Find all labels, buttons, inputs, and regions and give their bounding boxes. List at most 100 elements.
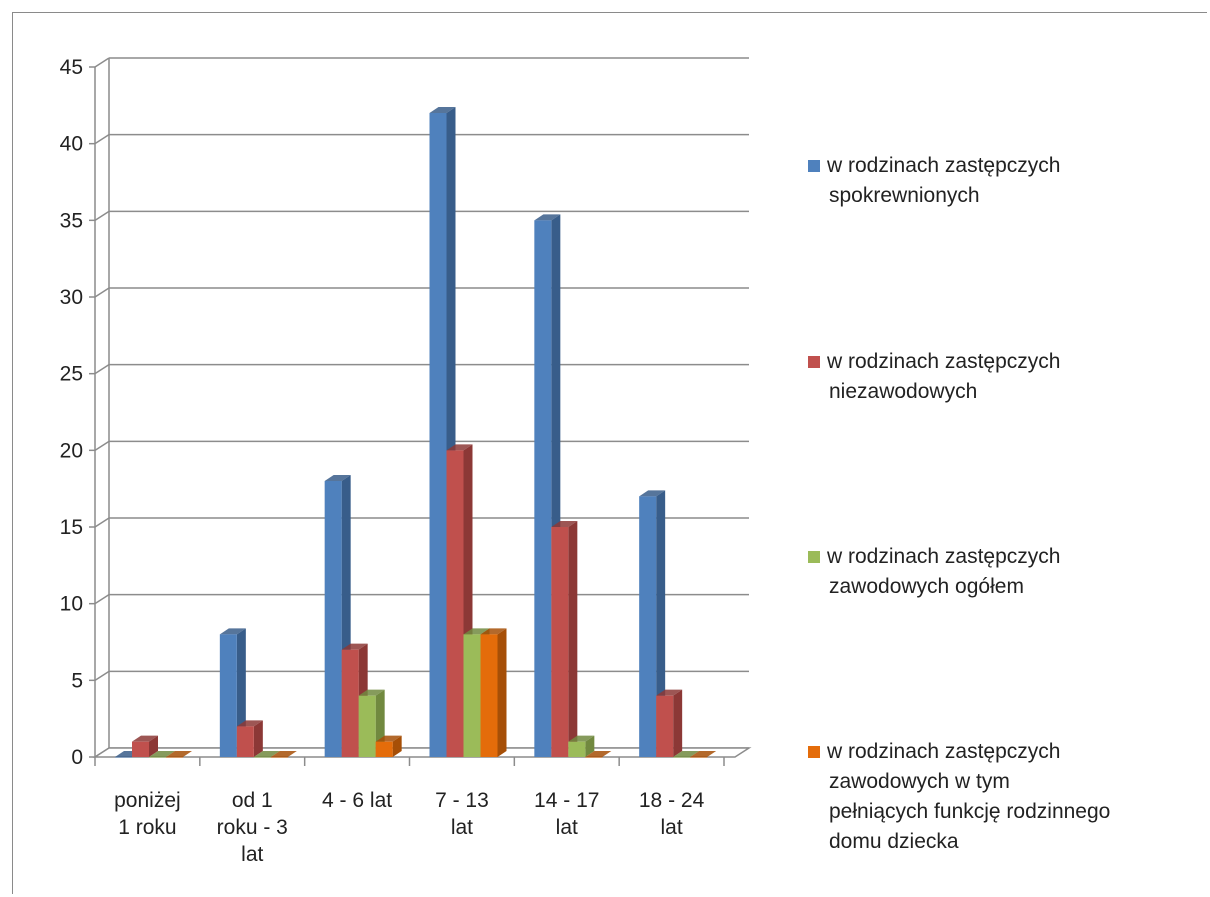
y-tick-label: 40 xyxy=(60,133,83,156)
bar-3-2 xyxy=(375,735,402,757)
bar-front xyxy=(270,757,288,758)
bar-3-1 xyxy=(270,751,297,758)
bar-1-4 xyxy=(551,521,578,757)
bar-1-5 xyxy=(656,689,683,757)
bar-top xyxy=(253,751,280,757)
bar-2-0 xyxy=(149,751,175,758)
bar-top xyxy=(690,751,717,757)
bar-front xyxy=(639,496,657,757)
x-category-label: 7 - 13 xyxy=(435,789,489,812)
legend-label: spokrewnionych xyxy=(829,184,980,207)
bar-front xyxy=(149,757,166,758)
chart-frame xyxy=(12,12,1207,894)
legend-label: w rodzinach zastępczych xyxy=(826,740,1060,763)
bar-side xyxy=(673,689,683,757)
bar-top xyxy=(270,751,297,757)
x-category-label: lat xyxy=(451,816,473,839)
bar-front xyxy=(534,220,552,758)
bar-top xyxy=(166,751,192,757)
y-tick-label: 35 xyxy=(60,209,83,232)
bar-2-5 xyxy=(673,751,700,758)
bar-top xyxy=(219,628,246,635)
bar-2-1 xyxy=(253,751,280,758)
bar-front xyxy=(585,757,603,758)
bar-3-0 xyxy=(166,751,192,758)
y-tick-label: 25 xyxy=(60,363,83,386)
legend-swatch xyxy=(808,746,820,758)
bar-top xyxy=(463,628,490,635)
bar-top xyxy=(132,735,158,742)
bar-front xyxy=(463,634,481,757)
bar-top xyxy=(639,490,666,497)
bar-side xyxy=(656,490,666,757)
gridline-diagonal xyxy=(94,517,110,528)
legend-item: w rodzinach zastępczych niezawodowych xyxy=(808,350,1060,403)
bar-1-0 xyxy=(132,735,158,757)
bar-top xyxy=(324,475,351,481)
legend-label: zawodowych ogółem xyxy=(829,575,1024,598)
bar-front xyxy=(690,757,708,758)
bar-3-4 xyxy=(585,751,612,758)
bar-top xyxy=(341,643,368,650)
x-category-label: poniżej xyxy=(114,789,181,812)
bar-front xyxy=(446,450,464,757)
bar-side xyxy=(568,521,578,757)
bars xyxy=(115,107,717,758)
bar-top xyxy=(656,689,683,696)
gridline-diagonal xyxy=(94,440,110,451)
bar-side xyxy=(253,720,263,757)
bar-3-5 xyxy=(690,751,717,758)
gridline-diagonal xyxy=(94,364,110,375)
bar-side xyxy=(149,735,158,757)
x-category-label: 14 - 17 xyxy=(534,789,599,812)
bar-top xyxy=(534,214,561,221)
legend-label: w rodzinach zastępczych xyxy=(826,154,1060,177)
legend-item: w rodzinach zastępczych zawodowych ogółem xyxy=(808,545,1060,598)
gridline-diagonal xyxy=(94,287,110,298)
bar-top xyxy=(446,444,473,451)
x-category-label: lat xyxy=(241,843,263,866)
bar-side xyxy=(392,735,402,757)
bar-side xyxy=(585,735,595,757)
y-tick-label: 10 xyxy=(60,593,83,616)
bar-front xyxy=(341,649,359,757)
bar-top xyxy=(480,628,507,635)
x-category-label: 1 roku xyxy=(118,816,176,839)
bar-1-1 xyxy=(236,720,263,757)
gridline-diagonal xyxy=(94,134,110,145)
bar-front xyxy=(324,481,342,757)
bar-front xyxy=(115,757,132,758)
gridline-diagonal xyxy=(94,594,110,605)
bar-front xyxy=(429,113,447,757)
bar-front xyxy=(568,741,586,757)
legend-label: zawodowych w tym xyxy=(829,770,1010,793)
bar-top xyxy=(149,751,175,757)
y-tick-label: 0 xyxy=(71,746,83,769)
bar-top xyxy=(236,720,263,727)
gridline-diagonal xyxy=(94,670,110,681)
legend-item: w rodzinach zastępczych spokrewnionych xyxy=(808,154,1060,207)
legend-swatch xyxy=(808,551,820,563)
bar-front xyxy=(219,634,237,757)
legend-label: w rodzinach zastępczych xyxy=(826,545,1060,568)
legend-label: pełniących funkcję rodzinnego xyxy=(829,800,1110,823)
bar-top xyxy=(585,751,612,757)
y-tick-label: 5 xyxy=(71,669,83,692)
gridline-diagonal xyxy=(94,210,110,221)
legend-label: domu dziecka xyxy=(829,830,959,853)
bar-top xyxy=(551,521,578,527)
bar-front xyxy=(166,757,183,758)
x-category-label: 4 - 6 lat xyxy=(322,789,392,812)
bar-front xyxy=(358,695,376,757)
x-category-label: lat xyxy=(660,816,682,839)
legend-swatch xyxy=(808,160,820,172)
y-tick-label: 20 xyxy=(60,439,83,462)
x-category-label: od 1 xyxy=(232,789,273,812)
y-tick-label: 30 xyxy=(60,286,83,309)
bar-front xyxy=(375,741,393,757)
bar-top xyxy=(673,751,700,757)
bar-top xyxy=(358,689,385,696)
bar-top xyxy=(568,735,595,742)
